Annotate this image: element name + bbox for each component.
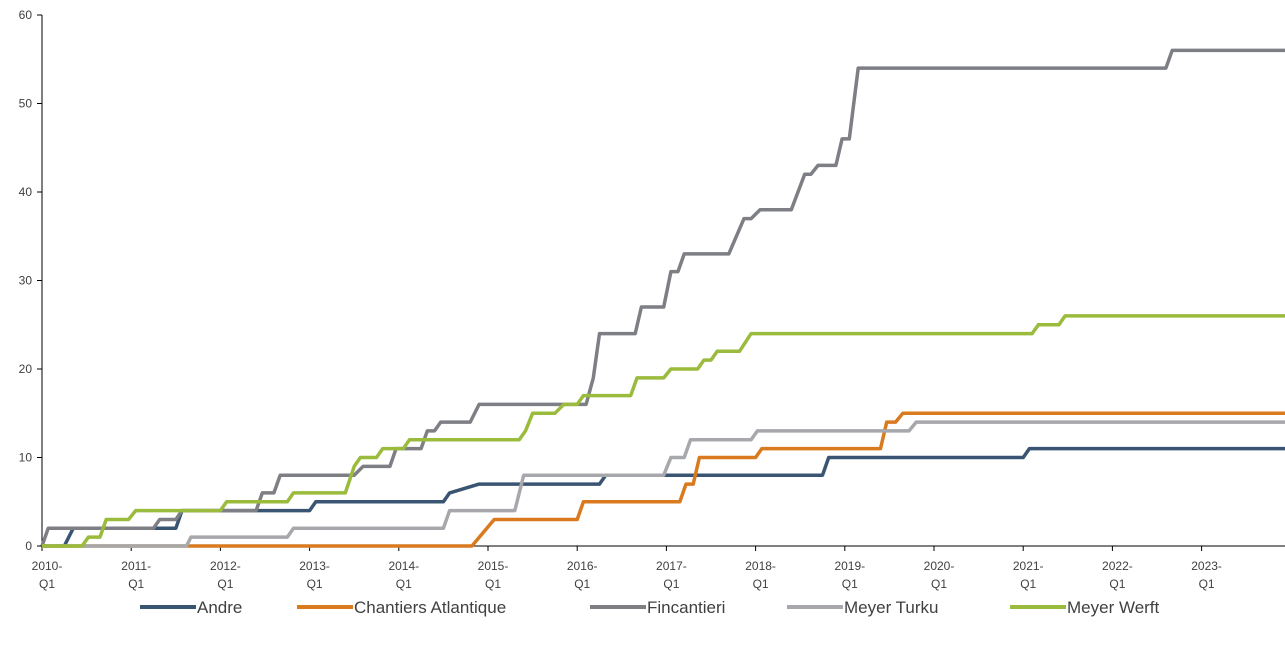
series-line-andre — [42, 446, 1285, 548]
x-tick-label: 2014-Q1 — [388, 559, 419, 591]
x-tick-label: 2020-Q1 — [924, 559, 955, 591]
series-line-fincantieri — [40, 48, 1285, 547]
y-tick-label: 30 — [19, 274, 33, 288]
legend-item-meyer-werft: Meyer Werft — [1010, 598, 1160, 617]
y-tick-label: 60 — [19, 8, 33, 22]
x-tick-label: 2011-Q1 — [121, 559, 151, 591]
y-tick-label: 10 — [19, 451, 33, 465]
axes: 0 10 20 30 40 50 60 2010-Q1 2011-Q1 2012-Q1 2013-Q… — [19, 8, 1285, 591]
legend-item-meyer-turku: Meyer Turku — [787, 598, 938, 617]
x-tick-label: 2018-Q1 — [745, 559, 776, 591]
x-tick-label: 2017-Q1 — [656, 559, 687, 591]
legend-item-andre: Andre — [140, 598, 242, 617]
x-tick-label: 2016-Q1 — [567, 559, 598, 591]
legend-item-fincantieri: Fincantieri — [590, 598, 725, 617]
x-tick-label: 2010-Q1 — [32, 559, 63, 591]
y-tick-label: 50 — [19, 97, 33, 111]
legend-label: Andre — [197, 598, 242, 617]
y-tick-label: 0 — [25, 539, 32, 553]
series-line-chantiers-atlantique — [42, 411, 1285, 548]
legend-label: Chantiers Atlantique — [354, 598, 506, 617]
legend-item-chantiers-atlantique: Chantiers Atlantique — [297, 598, 506, 617]
series-lines — [40, 48, 1285, 548]
series-line-meyer-werft — [42, 314, 1285, 548]
x-tick-label: 2013-Q1 — [299, 559, 330, 591]
legend-label: Fincantieri — [647, 598, 725, 617]
x-tick-label: 2012-Q1 — [210, 559, 241, 591]
x-tick-label: 2022-Q1 — [1102, 559, 1133, 591]
legend-label: Meyer Werft — [1067, 598, 1160, 617]
legend-label: Meyer Turku — [844, 598, 938, 617]
x-tick-label: 2021-Q1 — [1013, 559, 1044, 591]
y-tick-label: 20 — [19, 362, 33, 376]
y-tick-label: 40 — [19, 185, 33, 199]
x-tick-label: 2015-Q1 — [478, 559, 509, 591]
x-tick-label: 2023-Q1 — [1191, 559, 1222, 591]
x-tick-label: 2019-Q1 — [834, 559, 865, 591]
legend: Andre Chantiers Atlantique Fincantieri Meye… — [140, 598, 1160, 617]
series-line-meyer-turku — [42, 420, 1285, 548]
